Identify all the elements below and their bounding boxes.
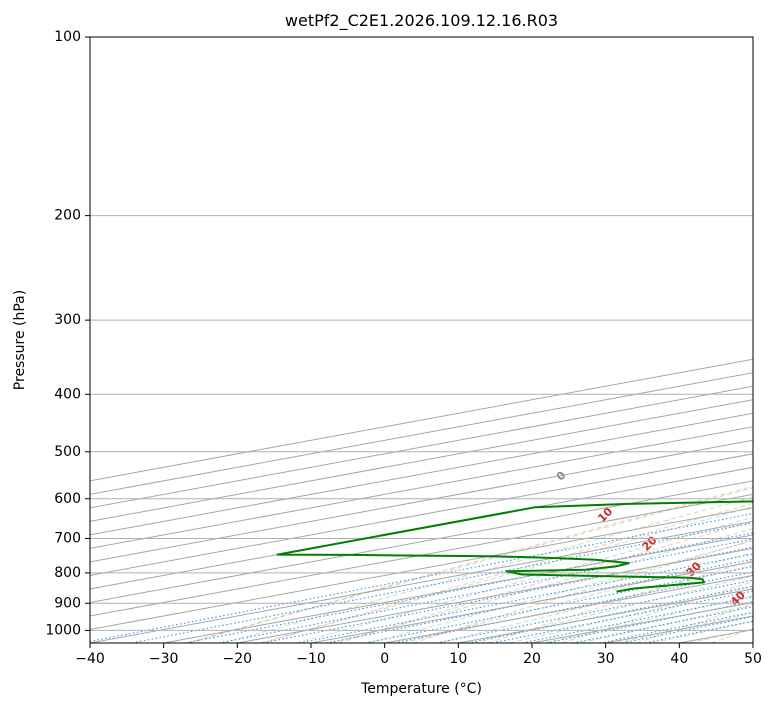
x-tick-label: 30 <box>597 651 615 667</box>
x-tick-label: −20 <box>223 651 253 667</box>
moist-adiabat-line <box>331 528 753 643</box>
isotherm-line <box>90 507 753 630</box>
x-tick-label: 50 <box>744 651 762 667</box>
isotherm-line <box>90 520 753 643</box>
dry-adiabat-line <box>487 559 753 643</box>
x-tick-label: 10 <box>449 651 467 667</box>
isotherm-line <box>90 493 753 617</box>
grid-lines <box>90 37 753 643</box>
x-tick-label: −30 <box>149 651 179 667</box>
dry-adiabat-line <box>562 581 753 643</box>
isotherm-line <box>90 426 753 549</box>
moist-adiabat-line <box>509 585 753 643</box>
moist-adiabat-label: 20 <box>640 533 660 553</box>
x-tick-label: −40 <box>75 651 105 667</box>
isotherm-line <box>752 642 753 643</box>
isotherm-line <box>90 480 753 603</box>
x-tick-label: 20 <box>523 651 541 667</box>
y-axis-label: Pressure (hPa) <box>12 290 28 390</box>
y-axis: 100 200 300 400 500 600 700 800 900 1000 <box>45 29 90 638</box>
isotherm-line <box>163 534 753 643</box>
moist-adiabat-line <box>473 575 753 643</box>
x-tick-label: 40 <box>670 651 688 667</box>
y-tick-label: 100 <box>54 29 81 45</box>
y-tick-label: 300 <box>54 312 81 328</box>
moist-adiabat-label: 30 <box>684 559 704 579</box>
dry-adiabat-line <box>188 485 753 643</box>
x-tick-label: 0 <box>380 651 389 667</box>
isotherm-line <box>384 574 753 643</box>
dry-adiabat-line <box>636 603 753 643</box>
mixing-ratio-line <box>90 512 753 642</box>
mixing-ratio-line <box>365 566 753 643</box>
y-tick-label: 400 <box>54 386 81 402</box>
moist-adiabat-line <box>580 604 753 643</box>
x-tick-label: −10 <box>296 651 326 667</box>
isotherm-line <box>237 547 753 643</box>
x-axis: −40 −30 −20 −10 0 10 20 30 40 50 <box>75 643 762 667</box>
y-tick-label: 1000 <box>45 622 81 638</box>
y-tick-label: 200 <box>54 208 81 224</box>
isotherm-line <box>605 615 753 643</box>
mixing-ratio-line <box>394 571 753 643</box>
moist-adiabat-line <box>223 496 753 643</box>
moist-adiabat-line <box>402 552 753 643</box>
mixing-ratio-line <box>436 579 753 643</box>
y-tick-label: 500 <box>54 444 81 460</box>
y-tick-label: 900 <box>54 595 81 611</box>
x-axis-label: Temperature (°C) <box>360 681 482 697</box>
chart-title: wetPf2_C2E1.2026.109.12.16.R03 <box>285 11 558 31</box>
mixing-ratio-line <box>262 546 753 643</box>
isotherm-line <box>90 439 753 563</box>
moist-adiabat-line <box>652 620 753 643</box>
dewpoint-line <box>276 500 753 593</box>
isotherm-line <box>310 561 753 643</box>
sounding-series <box>276 500 753 593</box>
isotherm-line <box>458 588 753 643</box>
y-tick-label: 800 <box>54 565 81 581</box>
moist-adiabat-line <box>187 487 753 643</box>
mixing-ratio-line <box>492 590 753 643</box>
isotherm-line <box>90 453 753 576</box>
mixing-ratio-line <box>572 606 753 643</box>
plot-frame <box>89 36 754 644</box>
y-tick-label: 700 <box>54 531 81 547</box>
y-tick-label: 600 <box>54 491 81 507</box>
